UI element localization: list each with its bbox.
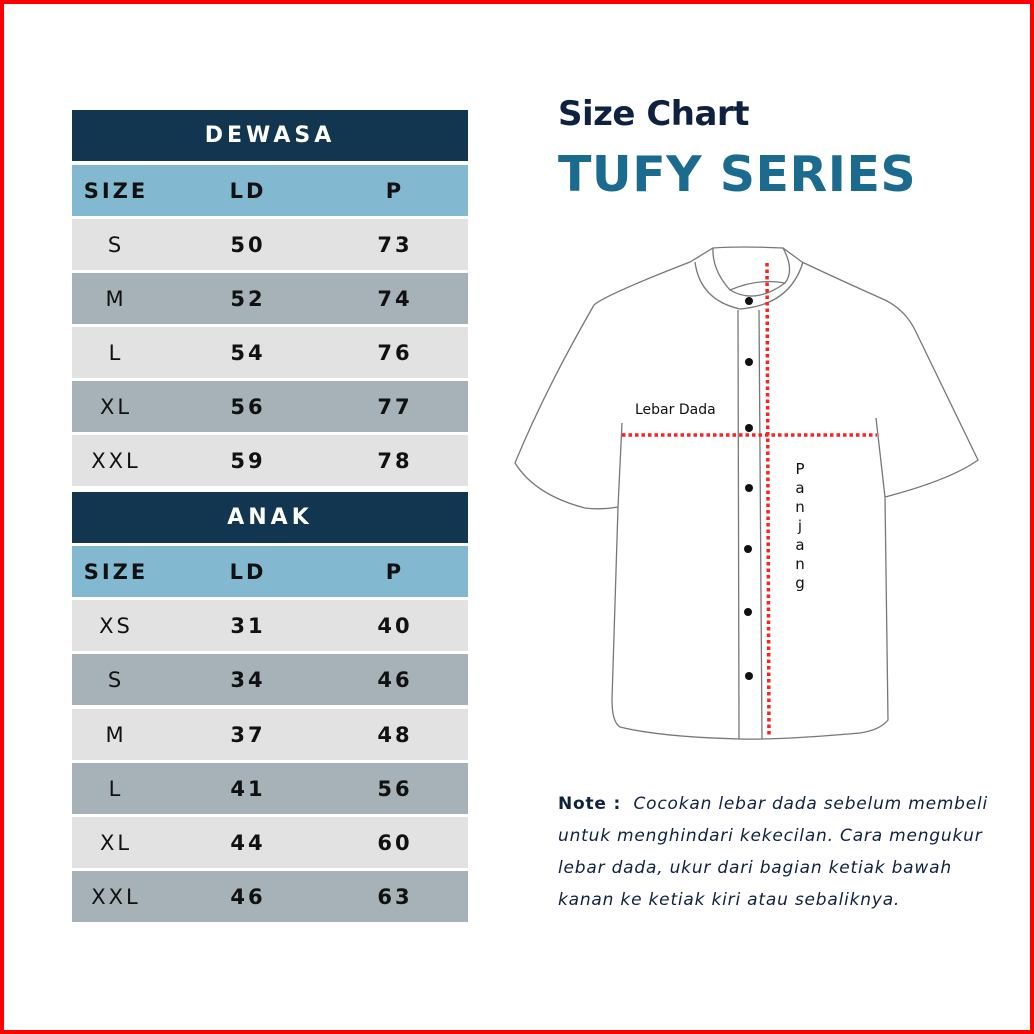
table-header-row: SIZE LD P <box>72 546 468 597</box>
table-cell: 46 <box>230 884 266 909</box>
table-cell: XL <box>99 830 133 855</box>
table-cell: 34 <box>230 667 266 692</box>
table-cell: 44 <box>230 830 266 855</box>
page-title: Size Chart <box>558 94 749 134</box>
table-cell: M <box>105 286 127 311</box>
table-cell: 31 <box>230 613 266 638</box>
table-cell: 77 <box>377 394 413 419</box>
column-header: LD <box>229 178 267 203</box>
column-header: SIZE <box>83 178 149 203</box>
table-cell: 41 <box>230 776 266 801</box>
table-row: S 34 46 <box>72 654 468 705</box>
column-header: P <box>385 178 405 203</box>
note-text: Cocokan lebar dada sebelum membeli untuk… <box>558 794 989 910</box>
table-row: M 52 74 <box>72 273 468 324</box>
table-title-text: DEWASA <box>204 123 336 148</box>
table-cell: S <box>107 667 125 692</box>
series-title: TUFY SERIES <box>558 146 917 203</box>
table-row: XL 56 77 <box>72 381 468 432</box>
table-row: S 50 73 <box>72 219 468 270</box>
chest-label: Lebar Dada <box>635 402 716 418</box>
table-cell: 48 <box>377 722 413 747</box>
table-cell: 46 <box>377 667 413 692</box>
table-row: XXL 59 78 <box>72 435 468 486</box>
table-cell: XS <box>99 613 133 638</box>
table-title-text: ANAK <box>227 505 313 530</box>
table-cell: XXL <box>91 884 141 909</box>
table-row: XL 44 60 <box>72 817 468 868</box>
table-cell: 76 <box>377 340 413 365</box>
table-cell: 56 <box>377 776 413 801</box>
column-header: P <box>385 559 405 584</box>
button-icons <box>744 297 753 680</box>
table-cell: 63 <box>377 884 413 909</box>
table-row: L 41 56 <box>72 763 468 814</box>
table-cell: 52 <box>230 286 266 311</box>
table-cell: 40 <box>377 613 413 638</box>
table-cell: 37 <box>230 722 266 747</box>
table-cell: L <box>108 776 124 801</box>
table-cell: 54 <box>230 340 266 365</box>
table-title: ANAK <box>72 492 468 543</box>
table-cell: XL <box>99 394 133 419</box>
table-cell: S <box>107 232 125 257</box>
table-cell: 50 <box>230 232 266 257</box>
note: Note : Cocokan lebar dada sebelum membel… <box>558 788 998 916</box>
table-row: L 54 76 <box>72 327 468 378</box>
table-cell: 59 <box>230 448 266 473</box>
table-cell: L <box>108 340 124 365</box>
table-cell: 56 <box>230 394 266 419</box>
table-header-row: SIZE LD P <box>72 165 468 216</box>
table-cell: XXL <box>91 448 141 473</box>
length-measure-line <box>765 262 771 736</box>
table-row: XXL 46 63 <box>72 871 468 922</box>
table-title: DEWASA <box>72 110 468 161</box>
table-cell: 73 <box>377 232 413 257</box>
table-cell: M <box>105 722 127 747</box>
note-label: Note : <box>558 794 622 814</box>
column-header: LD <box>229 559 267 584</box>
table-cell: 78 <box>377 448 413 473</box>
table-cell: 74 <box>377 286 413 311</box>
column-header: SIZE <box>83 559 149 584</box>
table-row: XS 31 40 <box>72 600 468 651</box>
table-row: M 37 48 <box>72 709 468 760</box>
table-cell: 60 <box>377 830 413 855</box>
